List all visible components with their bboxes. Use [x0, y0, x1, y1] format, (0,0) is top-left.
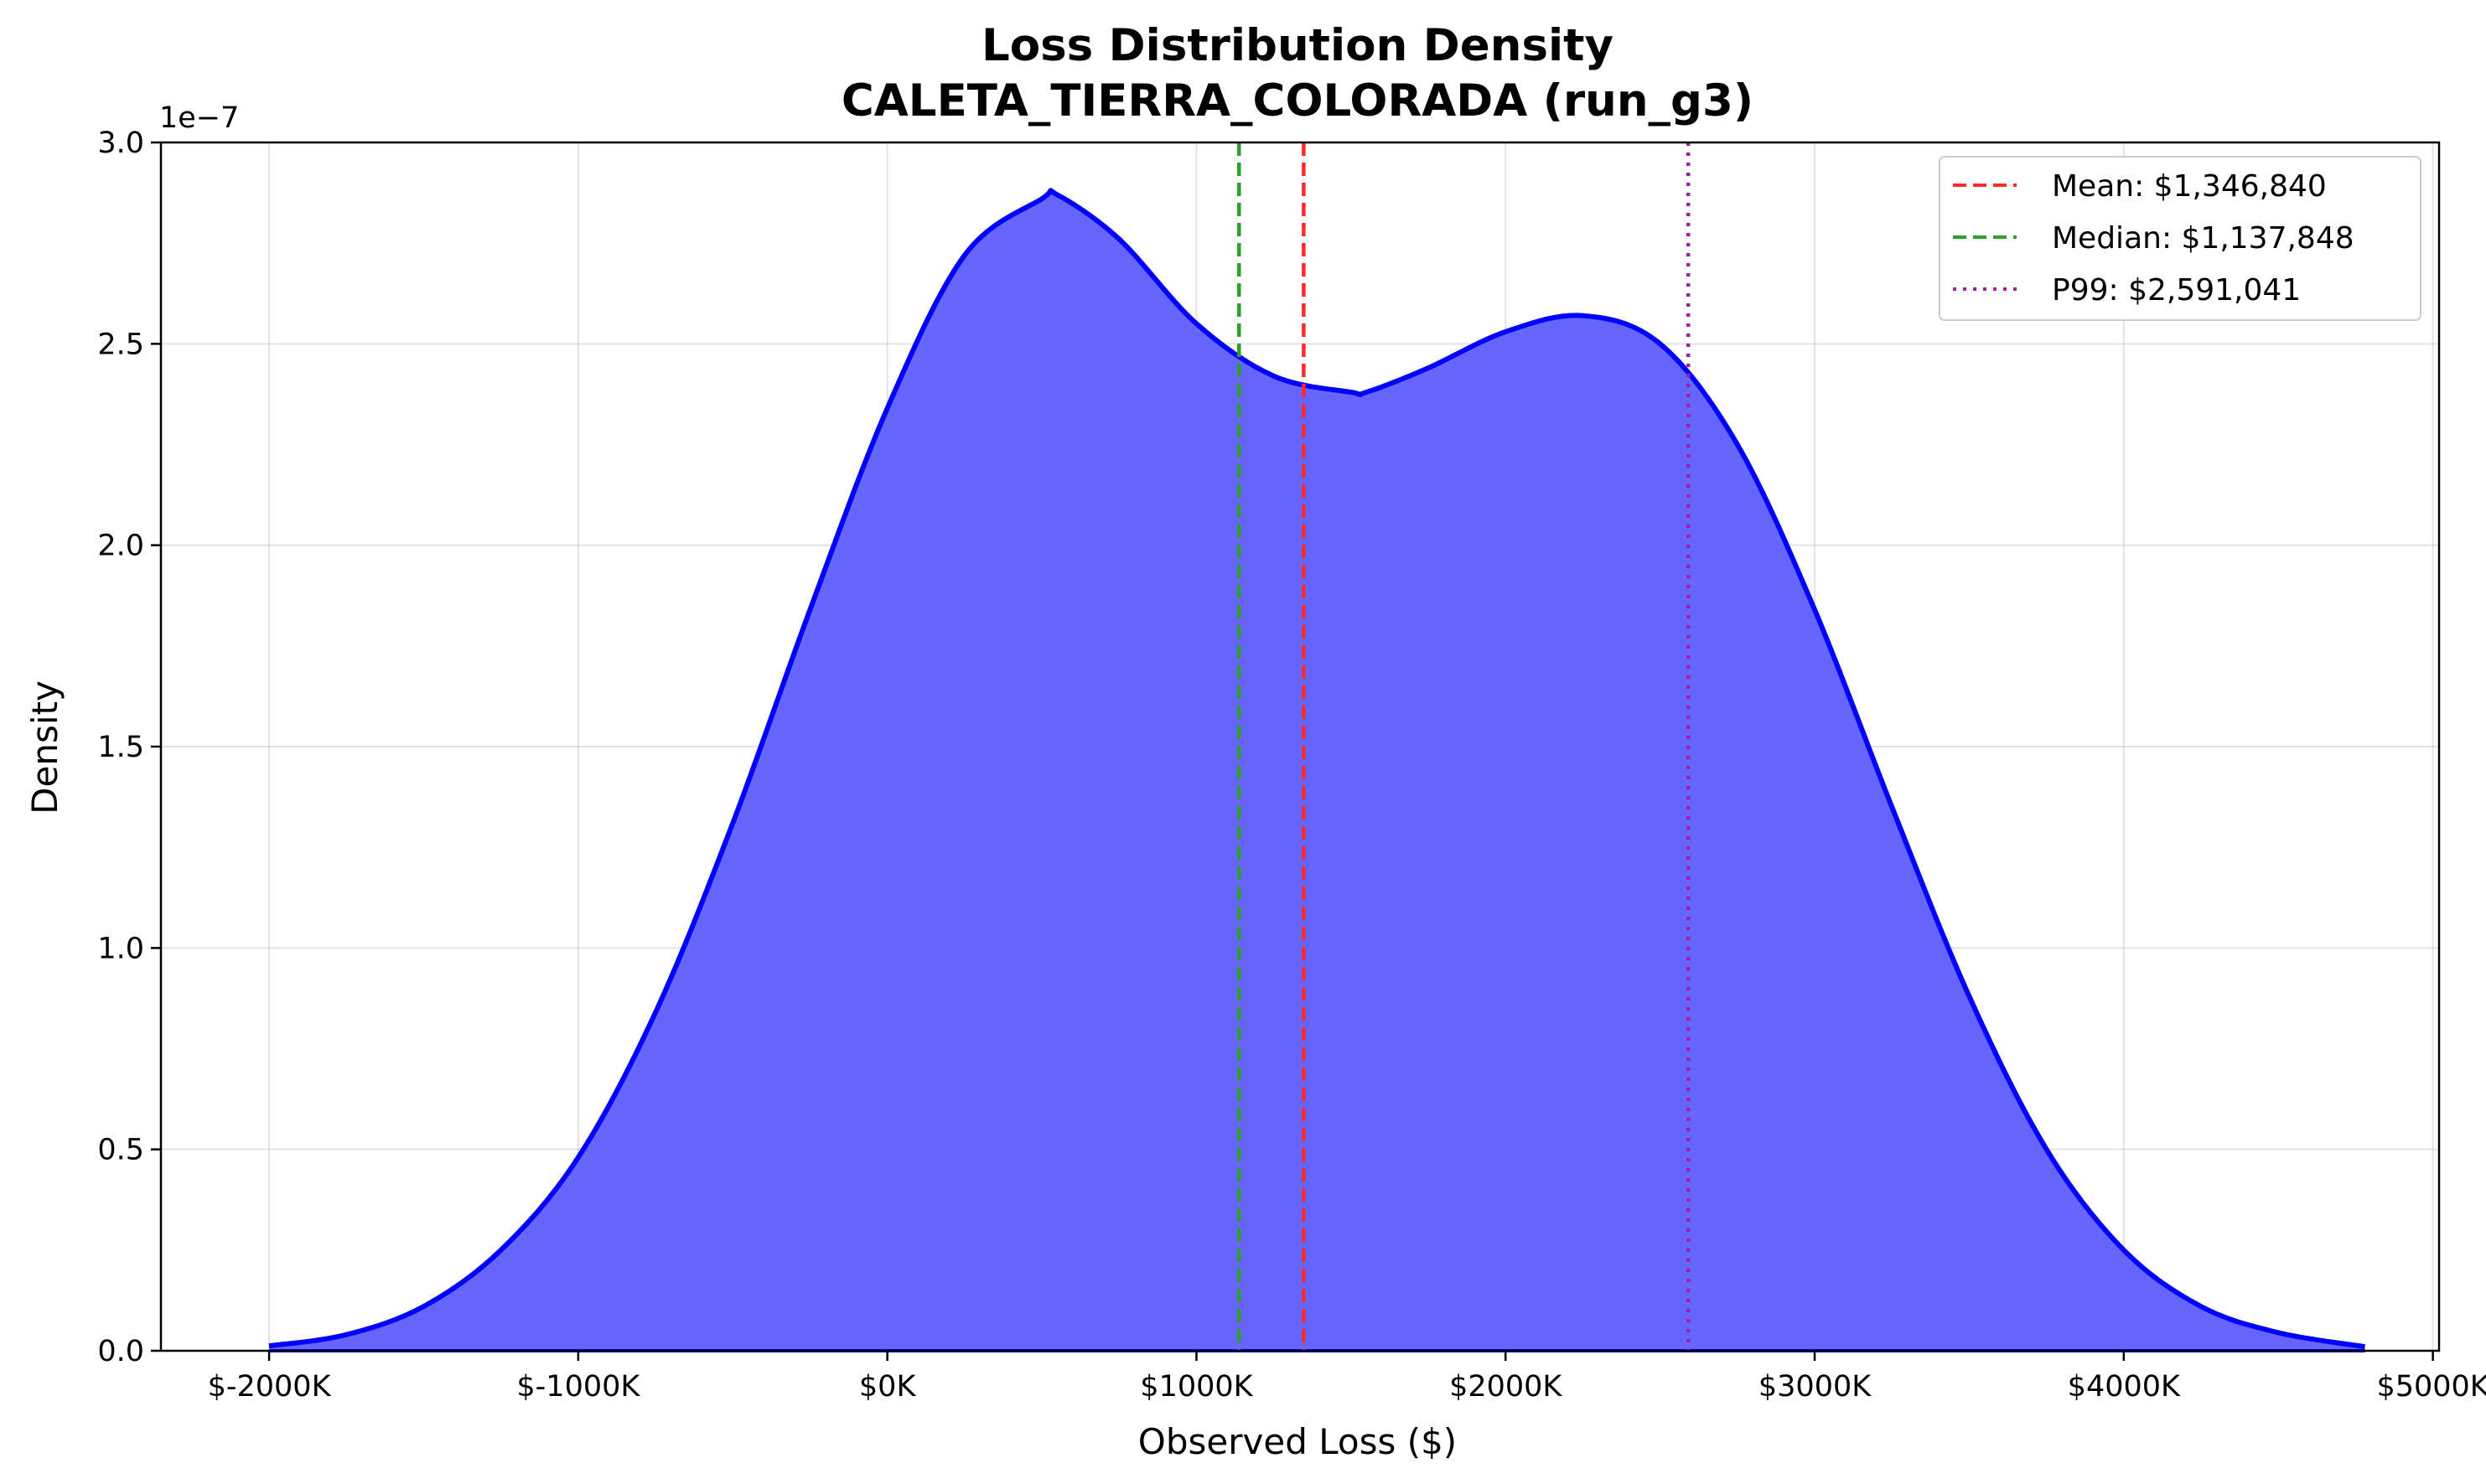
- reference-lines: [1237, 142, 1691, 1351]
- y-axis-ticks: 0.0 0.5 1.0 1.5 2.0 2.5 3.0: [97, 127, 161, 1368]
- x-axis-label: Observed Loss ($): [1138, 1421, 1457, 1462]
- y-tick-label: 2.0: [97, 530, 144, 563]
- y-tick-label: 1.0: [97, 932, 144, 965]
- x-tick-label: $2000K: [1449, 1370, 1562, 1404]
- x-tick-label: $1000K: [1140, 1370, 1253, 1404]
- x-axis-ticks: $-2000K $-1000K $0K $1000K $2000K $3000K $4000…: [208, 1351, 2486, 1404]
- x-tick-label: $-1000K: [516, 1370, 640, 1404]
- x-tick-label: $3000K: [1758, 1370, 1872, 1404]
- y-tick-label: 0.5: [97, 1134, 144, 1167]
- x-tick-label: $4000K: [2068, 1370, 2181, 1404]
- legend-label-mean: Mean: $1,346,840: [2052, 169, 2327, 204]
- density-fill: [269, 190, 2365, 1351]
- x-tick-label: $5000K: [2376, 1370, 2486, 1404]
- legend-box: [1939, 156, 2421, 321]
- y-tick-label: 3.0: [97, 127, 144, 160]
- density-curve: [268, 188, 2365, 1350]
- legend: Mean: $1,346,840 Median: $1,137,848 P99:…: [1939, 156, 2421, 321]
- y-scale-label: 1e−7: [159, 101, 239, 135]
- y-tick-label: 0.0: [97, 1335, 144, 1368]
- chart-title: Loss Distribution Density: [981, 20, 1613, 71]
- x-tick-label: $-2000K: [208, 1370, 332, 1404]
- chart-subtitle: CALETA_TIERRA_COLORADA (run_g3): [842, 75, 1753, 127]
- legend-label-p99: P99: $2,591,041: [2052, 273, 2301, 308]
- y-tick-label: 2.5: [97, 328, 144, 361]
- x-tick-label: $0K: [859, 1370, 917, 1404]
- y-axis-label: Density: [24, 680, 65, 814]
- y-tick-label: 1.5: [97, 731, 144, 764]
- legend-label-median: Median: $1,137,848: [2052, 221, 2354, 256]
